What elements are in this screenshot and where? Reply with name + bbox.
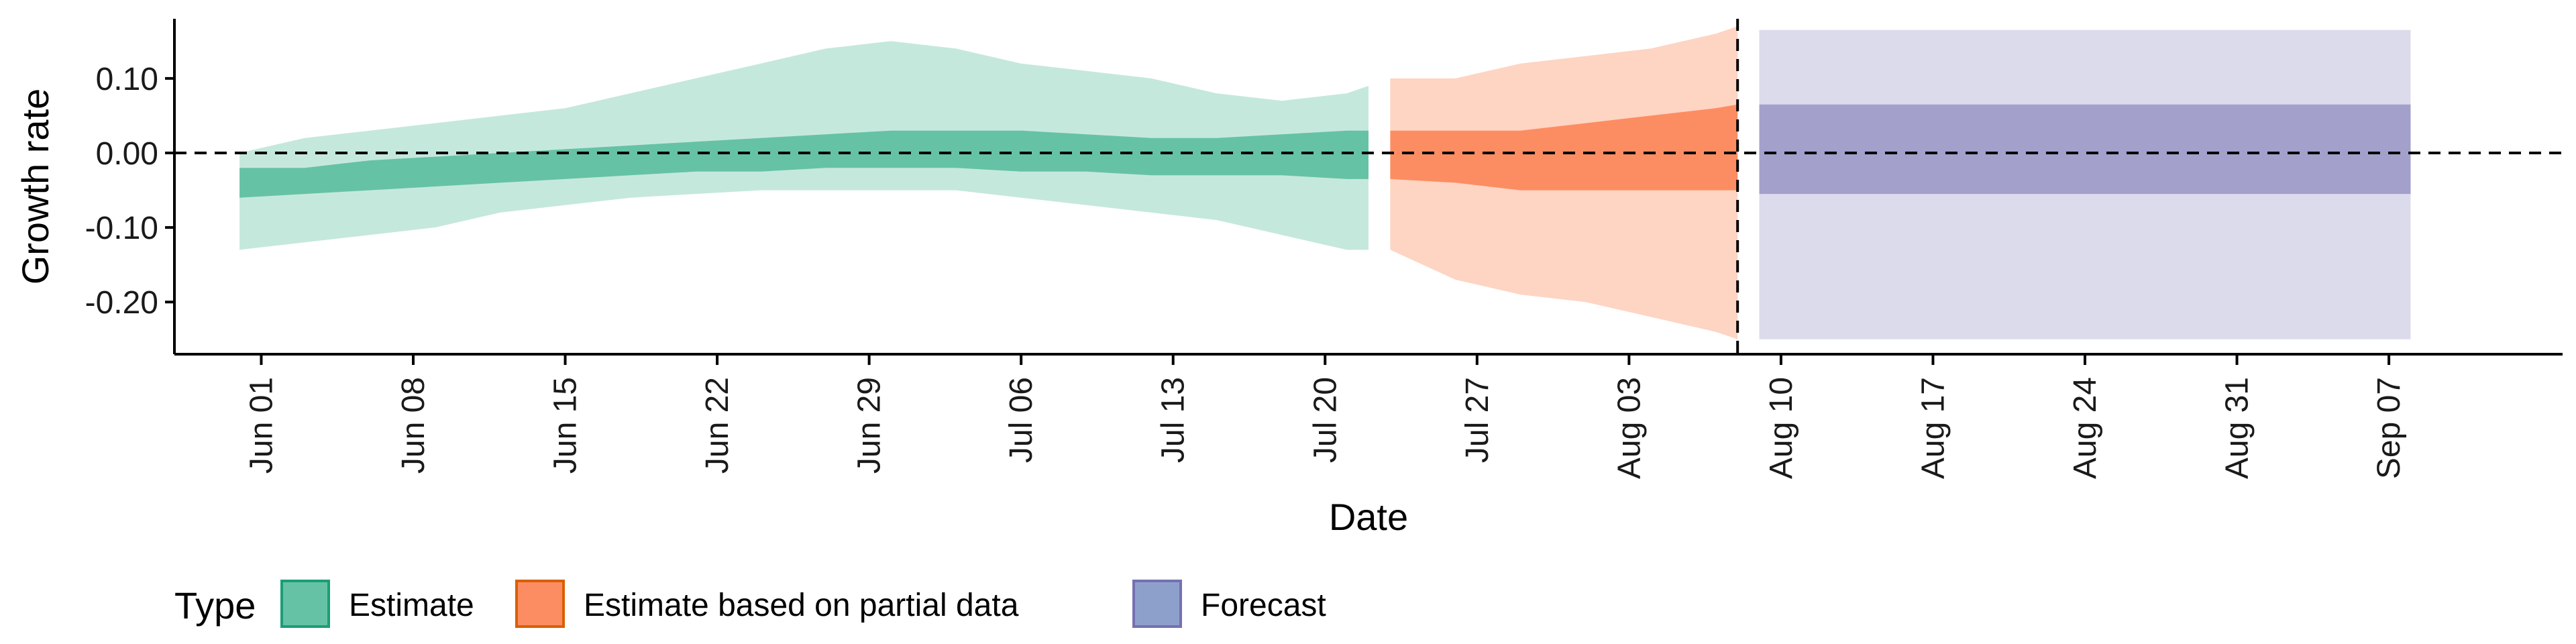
- x-tick-label: Aug 24: [2068, 377, 2103, 479]
- legend-label: Estimate: [349, 588, 474, 623]
- reference-lines: [174, 19, 2563, 354]
- y-tick-label: 0.10: [96, 62, 158, 97]
- legend-label: Estimate based on partial data: [584, 588, 1019, 623]
- x-tick-label: Aug 17: [1915, 377, 1951, 479]
- band-inner-1: [1390, 104, 1738, 191]
- x-tick-label: Jul 20: [1307, 377, 1343, 463]
- bands-layer: [239, 26, 2411, 339]
- x-tick-label: Sep 07: [2371, 377, 2407, 479]
- y-tick-label: -0.20: [85, 285, 158, 321]
- legend-swatch: [280, 580, 330, 628]
- x-tick-label: Aug 10: [1764, 377, 1799, 479]
- y-tick-label: 0.00: [96, 136, 158, 172]
- x-tick-label: Jul 27: [1460, 377, 1495, 463]
- x-axis-title: Date: [1329, 496, 1408, 538]
- x-tick-label: Jun 08: [396, 377, 431, 474]
- x-tick-label: Jun 01: [244, 377, 279, 474]
- x-tick-label: Jun 22: [700, 377, 735, 474]
- axes: [173, 19, 2563, 356]
- band-inner-2: [1759, 104, 2411, 195]
- y-ticks: 0.10 0.00 -0.10 -0.20: [85, 62, 174, 321]
- legend-swatch: [1132, 580, 1182, 628]
- x-ticks: Jun 01 Jun 08 Jun 15 Jun 22 Jun 29 Jul 06 Jul …: [244, 354, 2407, 479]
- x-tick-label: Jul 06: [1004, 377, 1039, 463]
- legend-title: Type: [174, 584, 256, 627]
- x-tick-label: Jun 29: [852, 377, 888, 474]
- x-tick-label: Aug 03: [1611, 377, 1647, 479]
- y-tick-label: -0.10: [85, 211, 158, 246]
- legend-swatch: [515, 580, 565, 628]
- x-tick-label: Aug 31: [2220, 377, 2255, 479]
- legend: Type Estimate Estimate based on partial d…: [174, 580, 1326, 628]
- x-tick-label: Jul 13: [1156, 377, 1191, 463]
- y-axis-title: Growth rate: [14, 89, 56, 285]
- band-inner-0: [239, 130, 1369, 198]
- legend-label: Forecast: [1201, 588, 1326, 623]
- x-tick-label: Jun 15: [548, 377, 584, 474]
